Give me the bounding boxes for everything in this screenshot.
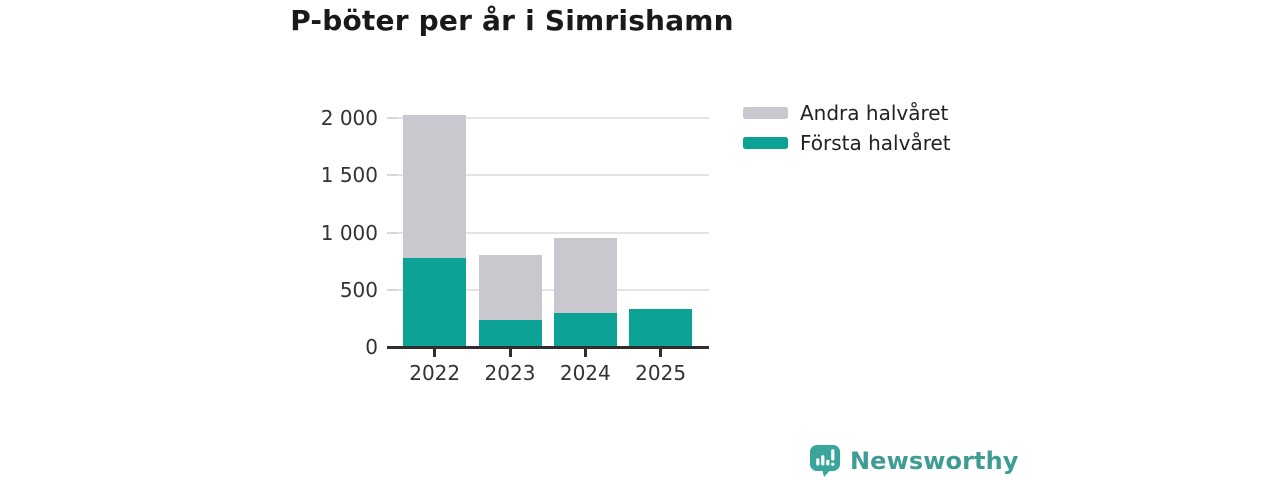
- gridline: [387, 174, 709, 177]
- legend-label: Första halvåret: [800, 131, 951, 155]
- y-tick-mark: [387, 288, 398, 291]
- x-tick-label: 2024: [559, 361, 611, 385]
- y-tick-mark: [387, 174, 398, 177]
- y-tick-label: 2 000: [320, 106, 378, 131]
- newsworthy-logo-icon: [810, 445, 840, 477]
- bar-segment-2024: [553, 312, 617, 347]
- x-tick-mark: [659, 349, 663, 357]
- gridline: [387, 117, 709, 120]
- y-tick-label: 1 000: [320, 220, 378, 245]
- y-tick-label: 0: [365, 335, 378, 359]
- x-tick-mark: [508, 349, 512, 357]
- gridline: [387, 288, 709, 291]
- legend-swatch: [743, 107, 788, 119]
- y-tick-label: 1 500: [320, 163, 378, 188]
- bar-segment-2023: [478, 255, 542, 320]
- legend-label: Andra halvåret: [800, 101, 949, 125]
- y-tick-mark: [387, 231, 398, 234]
- bar-segment-2025: [629, 309, 693, 347]
- legend-row: Första halvåret: [743, 128, 951, 158]
- brand-footer: Newsworthy: [808, 444, 1019, 477]
- bar-segment-2024: [553, 238, 617, 313]
- bar-segment-2022: [403, 257, 467, 347]
- x-tick-mark: [433, 349, 437, 357]
- y-tick-mark: [387, 117, 398, 120]
- gridline: [387, 231, 709, 234]
- x-tick-label: 2025: [635, 361, 687, 385]
- bar-segment-2022: [403, 114, 467, 258]
- x-tick-label: 2023: [484, 361, 536, 385]
- legend: Andra halvåret Första halvåret: [743, 98, 951, 158]
- chart-title: P-böter per år i Simrishamn: [290, 4, 734, 37]
- x-tick-mark: [583, 349, 587, 357]
- x-tick-label: 2022: [409, 361, 461, 385]
- bar-segment-2023: [478, 319, 542, 347]
- brand-wordmark: Newsworthy: [850, 446, 1019, 475]
- y-tick-label: 500: [339, 277, 378, 302]
- legend-row: Andra halvåret: [743, 98, 951, 128]
- legend-swatch: [743, 137, 788, 149]
- x-axis-line: [387, 346, 709, 349]
